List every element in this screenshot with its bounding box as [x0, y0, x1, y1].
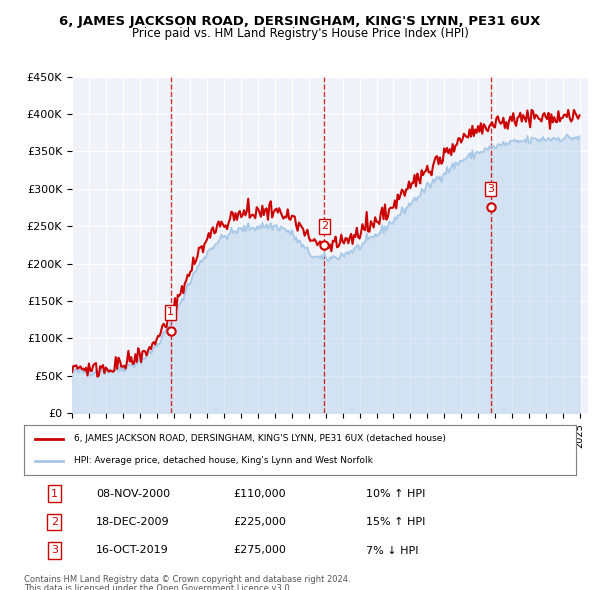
Text: Contains HM Land Registry data © Crown copyright and database right 2024.: Contains HM Land Registry data © Crown c…	[24, 575, 350, 584]
Text: £275,000: £275,000	[234, 546, 287, 555]
Text: This data is licensed under the Open Government Licence v3.0.: This data is licensed under the Open Gov…	[24, 584, 292, 590]
Text: 7% ↓ HPI: 7% ↓ HPI	[366, 546, 419, 555]
Text: 10% ↑ HPI: 10% ↑ HPI	[366, 489, 425, 499]
Text: HPI: Average price, detached house, King's Lynn and West Norfolk: HPI: Average price, detached house, King…	[74, 457, 373, 466]
Text: 3: 3	[51, 546, 58, 555]
Text: 3: 3	[487, 184, 494, 194]
Text: 16-OCT-2019: 16-OCT-2019	[96, 546, 169, 555]
Text: 6, JAMES JACKSON ROAD, DERSINGHAM, KING'S LYNN, PE31 6UX (detached house): 6, JAMES JACKSON ROAD, DERSINGHAM, KING'…	[74, 434, 446, 443]
Text: 1: 1	[51, 489, 58, 499]
Text: £225,000: £225,000	[234, 517, 287, 527]
Text: £110,000: £110,000	[234, 489, 286, 499]
Text: 1: 1	[167, 307, 174, 317]
Text: 15% ↑ HPI: 15% ↑ HPI	[366, 517, 425, 527]
Text: 2: 2	[51, 517, 58, 527]
Text: Price paid vs. HM Land Registry's House Price Index (HPI): Price paid vs. HM Land Registry's House …	[131, 27, 469, 40]
Text: 18-DEC-2009: 18-DEC-2009	[96, 517, 169, 527]
Text: 2: 2	[321, 221, 328, 231]
Text: 6, JAMES JACKSON ROAD, DERSINGHAM, KING'S LYNN, PE31 6UX: 6, JAMES JACKSON ROAD, DERSINGHAM, KING'…	[59, 15, 541, 28]
Text: 08-NOV-2000: 08-NOV-2000	[96, 489, 170, 499]
